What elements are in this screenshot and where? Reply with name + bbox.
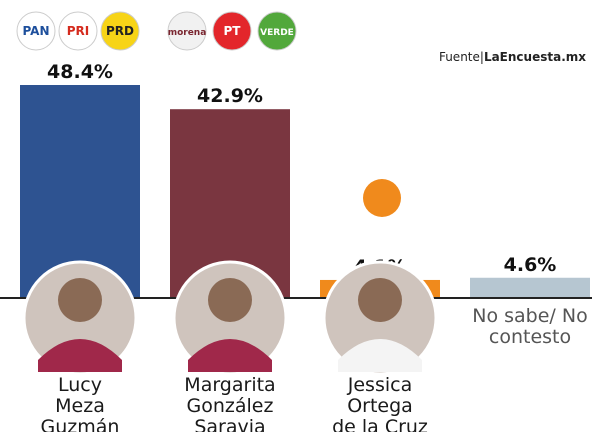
photo-body bbox=[188, 339, 272, 372]
party-logo-mc bbox=[363, 179, 401, 217]
party-logo-text: PAN bbox=[22, 24, 49, 38]
party-logo bbox=[16, 11, 56, 51]
value-label: 48.4% bbox=[47, 61, 113, 83]
source: Fuente|LaEncuesta.mx bbox=[438, 50, 586, 64]
party-logo bbox=[257, 11, 297, 51]
source-site: LaEncuesta.mx bbox=[483, 50, 586, 64]
bar bbox=[470, 277, 590, 298]
value-label: 42.9% bbox=[197, 85, 263, 107]
party-logo-text: morena bbox=[168, 28, 207, 38]
party-logo bbox=[58, 11, 98, 51]
party-logo bbox=[212, 11, 252, 51]
party-logo-text: PT bbox=[224, 24, 242, 38]
party-logo-text: PRD bbox=[106, 24, 134, 38]
party-logo-text: VERDE bbox=[260, 28, 294, 38]
source-label: Fuente bbox=[438, 50, 480, 64]
photo-head bbox=[58, 278, 102, 322]
party-logo bbox=[100, 11, 140, 51]
photo-head bbox=[358, 278, 402, 322]
value-label: 4.6% bbox=[504, 254, 557, 276]
photo-body bbox=[38, 339, 122, 372]
category-label: Margarita González Saravia bbox=[184, 374, 276, 432]
category-label: No sabe/ No contesto bbox=[472, 305, 588, 348]
party-logo bbox=[167, 11, 207, 51]
category-label: Jessica Ortega de la Cruz bbox=[332, 374, 428, 432]
photo-body bbox=[338, 339, 422, 372]
party-logo-text: PRI bbox=[67, 24, 90, 38]
category-label: Lucy Meza Guzmán bbox=[40, 374, 120, 432]
photo-head bbox=[208, 278, 252, 322]
